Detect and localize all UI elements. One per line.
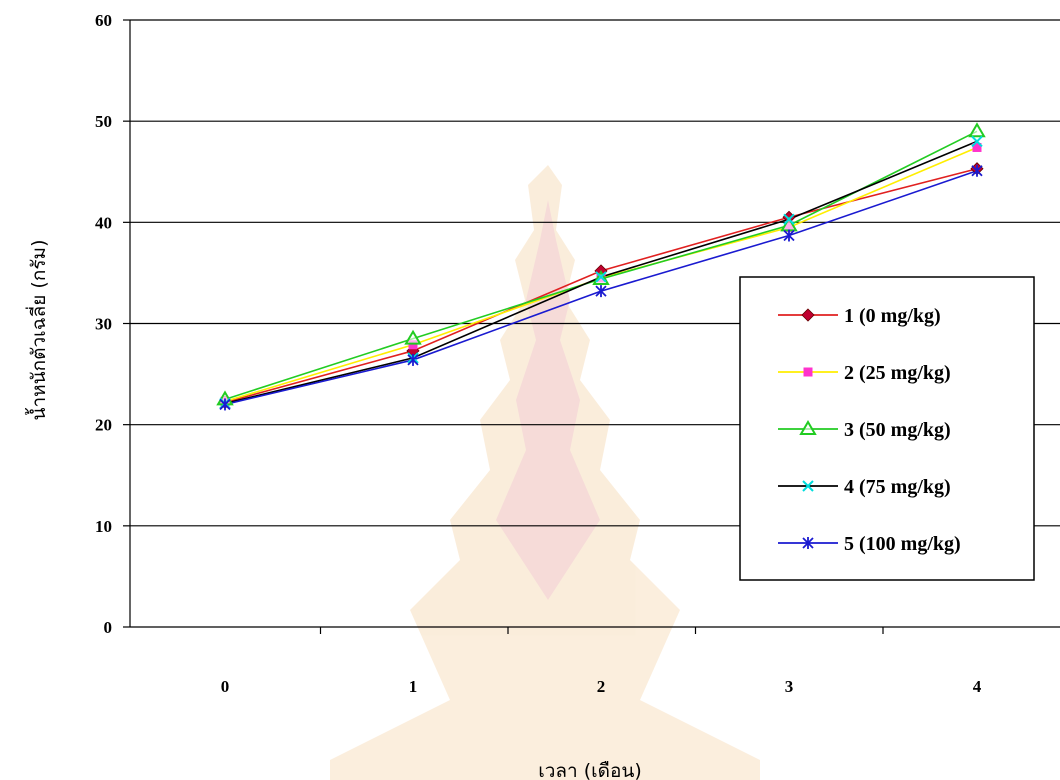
x-axis-ticks: 0 1 2 3 4	[221, 627, 982, 696]
watermark-emblem	[330, 165, 760, 780]
legend-entry: 5 (100 mg/kg)	[778, 533, 961, 555]
legend-entry: 2 (25 mg/kg)	[778, 362, 951, 384]
y-axis-title: น้ำหนักตัวเฉลี่ย (กรัม)	[25, 240, 50, 421]
y-tick-label: 50	[95, 112, 112, 131]
legend-marker	[799, 420, 817, 435]
legend-entry: 1 (0 mg/kg)	[778, 305, 941, 327]
y-tick-label: 60	[95, 11, 112, 30]
legend-marker	[801, 308, 815, 322]
x-tick-label: 4	[973, 677, 982, 696]
x-tick-label: 0	[221, 677, 230, 696]
series-markers	[216, 122, 986, 411]
data-point-series-4	[595, 271, 607, 283]
x-tick-label: 1	[409, 677, 418, 696]
data-point-series-3	[968, 122, 986, 138]
legend-label: 2 (25 mg/kg)	[844, 362, 951, 384]
data-point-series-5	[595, 285, 607, 298]
legend-marker	[802, 480, 814, 492]
plot-area: 0 10 20 30 40 50 60 0 1 2 3 4	[95, 11, 1060, 696]
legend-entry: 3 (50 mg/kg)	[778, 419, 951, 441]
legend-label: 1 (0 mg/kg)	[844, 305, 941, 327]
y-tick-label: 40	[95, 213, 112, 232]
y-tick-label: 20	[95, 416, 112, 435]
data-point-series-5	[971, 164, 983, 177]
data-point-series-5	[219, 398, 231, 411]
data-point-series-4	[971, 135, 983, 148]
data-point-series-4	[783, 213, 795, 226]
legend-entry: 4 (75 mg/kg)	[778, 476, 951, 498]
data-point-series-5	[407, 353, 419, 366]
legend-marker	[802, 537, 814, 549]
data-point-series-3	[404, 329, 422, 345]
x-axis-title: เวลา (เดือน)	[538, 760, 642, 780]
data-point-series-5	[783, 229, 795, 242]
legend-label: 4 (75 mg/kg)	[844, 476, 951, 498]
y-axis-ticks: 0 10 20 30 40 50 60	[95, 11, 130, 637]
y-tick-label: 30	[95, 315, 112, 334]
legend-label: 3 (50 mg/kg)	[844, 419, 951, 441]
x-tick-label: 3	[785, 677, 794, 696]
data-point-series-2	[972, 142, 982, 152]
legend: 1 (0 mg/kg) 2 (25 mg/kg) 3 (50 mg/kg) 4 (75…	[739, 276, 1035, 581]
legend-marker	[803, 367, 813, 377]
x-tick-label: 2	[597, 677, 606, 696]
y-tick-label: 10	[95, 517, 112, 536]
legend-label: 5 (100 mg/kg)	[844, 533, 961, 555]
y-tick-label: 0	[104, 618, 113, 637]
data-point-series-2	[408, 340, 418, 350]
